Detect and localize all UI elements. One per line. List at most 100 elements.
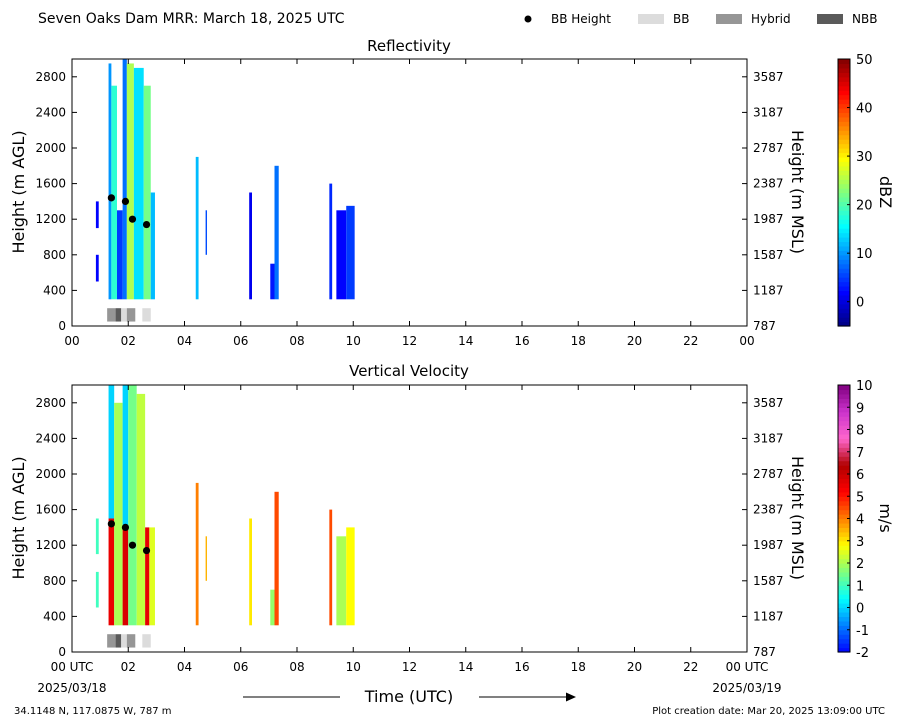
colorbar-segment	[838, 317, 850, 323]
colorbar-tick-label: -1	[856, 624, 869, 639]
colorbar-segment	[838, 518, 850, 524]
x-tick-label: 06	[233, 334, 248, 348]
colorbar-segment	[838, 174, 850, 180]
bb-height-point	[107, 194, 115, 202]
colorbar-segment	[838, 576, 850, 582]
colorbar-segment	[838, 603, 850, 609]
colorbar-segment	[838, 425, 850, 431]
echo-column	[133, 67, 144, 300]
echo-column	[95, 254, 99, 282]
colorbar-segment	[838, 277, 850, 283]
bb-type-segment	[126, 308, 136, 322]
colorbar-segment	[838, 616, 850, 622]
echo-column	[145, 527, 150, 626]
echo-column	[329, 509, 333, 626]
echo-column	[95, 201, 99, 229]
colorbar-segment	[838, 580, 850, 586]
colorbar-segment	[838, 505, 850, 511]
echo-column	[122, 527, 129, 626]
legend-swatch-nbb	[817, 14, 843, 24]
x-tick-label: 22	[683, 660, 698, 674]
echo-column	[205, 210, 207, 255]
colorbar-segment	[838, 540, 850, 546]
x-tick-label: 18	[571, 660, 586, 674]
colorbar-segment	[838, 643, 850, 649]
colorbar-segment	[838, 183, 850, 189]
colorbar-tick-label: 4	[856, 513, 864, 528]
colorbar-segment	[838, 638, 850, 644]
colorbar-label-vertical-velocity: m/s	[876, 503, 895, 532]
legend-bb-height-marker	[524, 15, 532, 23]
y-right-tick-label: 1587	[753, 574, 784, 588]
time-axis-title: Time (UTC)	[243, 687, 576, 706]
x-tick-label: 00	[739, 334, 754, 348]
echo-column	[117, 210, 123, 300]
colorbar-segment	[838, 496, 850, 502]
colorbar-segment	[838, 268, 850, 274]
colorbar-segment	[838, 469, 850, 475]
echo-column	[143, 85, 151, 300]
colorbar-segment	[838, 451, 850, 457]
colorbar-segment	[838, 625, 850, 631]
colorbar-segment	[838, 196, 850, 202]
y-tick-label: 0	[58, 319, 66, 333]
echo-column	[108, 518, 115, 626]
colorbar-segment	[838, 76, 850, 82]
y-tick-label: 2400	[35, 431, 66, 445]
colorbar-segment	[838, 478, 850, 484]
x-tick-label: 20	[627, 660, 642, 674]
colorbar-segment	[838, 598, 850, 604]
colorbar-segment	[838, 487, 850, 493]
y-right-tick-label: 787	[753, 319, 776, 333]
colorbar-segment	[838, 447, 850, 453]
colorbar-segment	[838, 272, 850, 278]
colorbar-segment	[838, 629, 850, 635]
x-tick-label: 18	[571, 334, 586, 348]
colorbar-segment	[838, 620, 850, 626]
colorbar-tick-label: 8	[856, 424, 864, 439]
echo-column	[346, 205, 355, 300]
colorbar-tick-label: -2	[856, 646, 869, 661]
colorbar-segment	[838, 179, 850, 185]
x-tick-label: 08	[289, 334, 304, 348]
echo-column	[108, 385, 115, 519]
colorbar-tick-label: 10	[856, 247, 873, 262]
colorbar-segment	[838, 308, 850, 314]
colorbar-segment	[838, 263, 850, 269]
echo-column	[195, 482, 199, 626]
colorbar-segment	[838, 442, 850, 448]
colorbar-segment	[838, 152, 850, 158]
bb-type-segment	[107, 308, 116, 322]
y-tick-label: 1600	[35, 177, 66, 191]
y-right-tick-label: 3187	[753, 105, 784, 119]
colorbar-segment	[838, 563, 850, 569]
colorbar-segment	[838, 94, 850, 100]
y-tick-label: 400	[43, 283, 66, 297]
y-right-tick-label: 1187	[753, 609, 784, 623]
y-tick-label: 2800	[35, 70, 66, 84]
x-tick-label: 00 UTC	[51, 660, 94, 674]
x-tick-label: 10	[346, 660, 361, 674]
bb-type-segment	[115, 308, 122, 322]
x-tick-label: 14	[458, 334, 473, 348]
colorbar-segment	[838, 99, 850, 105]
colorbar-segment	[838, 161, 850, 167]
echo-column	[128, 385, 137, 626]
colorbar-segment	[838, 59, 850, 65]
bb-type-segment	[107, 634, 116, 648]
echo-column	[122, 385, 129, 528]
echo-column	[249, 192, 252, 300]
colorbar-segment	[838, 433, 850, 439]
colorbar-segment	[838, 647, 850, 653]
colorbar-segment	[838, 210, 850, 216]
y-tick-label: 800	[43, 248, 66, 262]
colorbar-segment	[838, 585, 850, 591]
bb-type-segment	[142, 308, 151, 322]
start-date-label: 2025/03/18	[37, 681, 106, 695]
colorbar-segment	[838, 192, 850, 198]
colorbar-segment	[838, 303, 850, 309]
colorbar-segment	[838, 232, 850, 238]
colorbar-segment	[838, 549, 850, 555]
colorbar-segment	[838, 237, 850, 243]
